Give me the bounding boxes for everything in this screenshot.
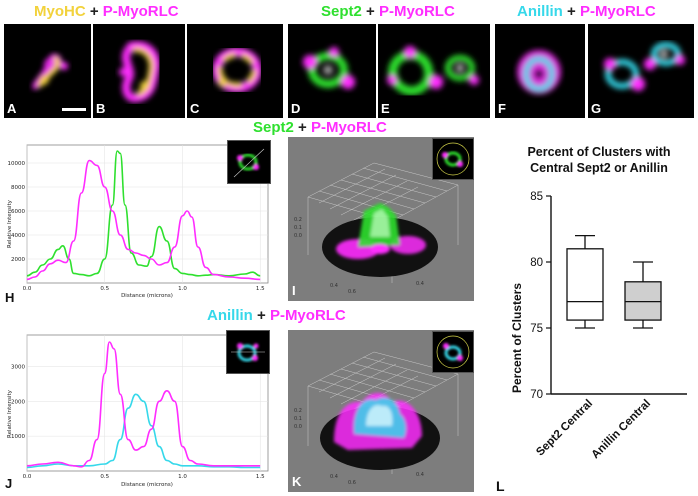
header-pmyorlc-label: P-MyoRLC: [102, 3, 179, 20]
panel-label-l: L: [496, 478, 505, 494]
panel-label-j: J: [5, 476, 13, 491]
micrograph-c: C: [187, 24, 283, 118]
header-pmyorlc-label: P-MyoRLC: [310, 119, 387, 136]
svg-text:0.1: 0.1: [294, 225, 302, 231]
header-sept2-label: Sept2: [253, 119, 294, 136]
header-sept2-pmyorlc: Sept2 + P-MyoRLC: [321, 3, 455, 20]
header-plus: +: [366, 3, 375, 20]
x-tick-label: 0.0: [23, 286, 32, 292]
inset-micrograph-j: [226, 330, 270, 374]
box-sept2: [566, 248, 604, 321]
panel-label-d: D: [291, 101, 301, 116]
svg-text:0.1: 0.1: [294, 416, 302, 422]
y-tick-label: 80: [530, 257, 543, 269]
line-plot-h: Relative Intensity Distance (microns) 20…: [4, 140, 272, 300]
y-axis-label: Relative Intensity: [7, 199, 13, 248]
x-tick-label: 1.0: [178, 474, 187, 480]
svg-text:0.4: 0.4: [416, 281, 424, 287]
svg-text:0.4: 0.4: [330, 474, 338, 480]
y-axis-label: Relative Intensity: [7, 389, 13, 438]
panel-label-c: C: [190, 101, 200, 116]
chart-title-line-1: Percent of Clusters with: [527, 145, 670, 159]
series-line-p-myorlc: [26, 341, 261, 468]
surface-plot-i: 0.0 0.1 0.2 0.4 0.6 0.4 I: [288, 137, 474, 301]
micrograph-b: B: [93, 24, 185, 118]
micrograph-g: G: [588, 24, 694, 118]
header-pmyorlc-label: P-MyoRLC: [579, 3, 656, 20]
y-tick-label: 8000: [11, 185, 25, 191]
x-tick-label: 1.5: [256, 474, 265, 480]
panel-label-a: A: [7, 101, 17, 116]
y-tick-label: 1000: [11, 434, 25, 440]
header-plus: +: [89, 3, 99, 20]
y-tick-label: 85: [530, 191, 543, 203]
inset-micrograph-k: [432, 331, 474, 373]
y-tick-label: 3000: [11, 364, 25, 370]
micrograph-a: A: [4, 24, 91, 118]
header-myohc-pmyorlc: MyoHC + P-MyoRLC: [34, 3, 179, 20]
x-category-label: Anillin Central: [590, 398, 654, 462]
panel-label-g: G: [591, 101, 602, 116]
header-anillin-label: Anillin: [517, 3, 563, 20]
y-tick-label: 70: [530, 389, 543, 401]
header-myohc-label: MyoHC: [34, 3, 86, 20]
micrograph-e: E: [378, 24, 490, 118]
line-plot-j: Relative Intensity Distance (microns) 10…: [4, 330, 272, 490]
header-plus: +: [298, 119, 307, 136]
svg-text:0.2: 0.2: [294, 217, 302, 223]
x-tick-label: 1.0: [178, 286, 187, 292]
y-tick-label: 6000: [11, 209, 25, 215]
svg-text:0.4: 0.4: [416, 472, 424, 478]
panel-label-f: F: [498, 101, 506, 116]
micrograph-d: D: [288, 24, 376, 118]
x-tick-label: 0.5: [100, 474, 109, 480]
y-tick-label: 4000: [11, 233, 25, 239]
series-line-sept2: [26, 150, 261, 277]
box-anillin: [624, 281, 662, 321]
svg-text:0.0: 0.0: [294, 233, 302, 239]
panel-label-i: I: [292, 283, 296, 298]
panel-label-b: B: [96, 101, 106, 116]
svg-text:0.2: 0.2: [294, 408, 302, 414]
box-plot-l: Percent of Clusters with Central Sept2 o…: [487, 140, 695, 486]
header-sept2-plot: Sept2 + P-MyoRLC: [253, 119, 387, 136]
chart-title-line-2: Central Sept2 or Anillin: [530, 161, 668, 175]
y-tick-label: 10000: [8, 161, 26, 167]
x-category-label: Sept2 Central: [534, 398, 595, 459]
surface-plot-k: 0.0 0.1 0.2 0.4 0.6 0.4 K: [288, 330, 474, 492]
header-sept2-label: Sept2: [321, 3, 362, 20]
svg-text:0.6: 0.6: [348, 289, 356, 295]
panel-label-k: K: [292, 474, 302, 489]
header-plus: +: [567, 3, 576, 20]
header-anillin-label: Anillin: [207, 307, 253, 324]
scale-bar: [62, 108, 86, 111]
svg-text:0.0: 0.0: [294, 424, 302, 430]
panel-label-h: H: [5, 290, 15, 305]
x-axis-label: Distance (microns): [121, 293, 173, 299]
y-tick-label: 2000: [11, 257, 25, 263]
header-pmyorlc-label: P-MyoRLC: [269, 307, 346, 324]
header-anillin-pmyorlc: Anillin + P-MyoRLC: [517, 3, 656, 20]
x-tick-label: 1.5: [256, 286, 265, 292]
x-axis-label: Distance (microns): [121, 482, 173, 488]
panel-label-e: E: [381, 101, 390, 116]
header-pmyorlc-label: P-MyoRLC: [378, 3, 455, 20]
inset-micrograph-h: [227, 140, 271, 184]
series-line-p-myorlc: [26, 159, 261, 281]
header-anillin-plot: Anillin + P-MyoRLC: [207, 307, 346, 324]
svg-text:0.4: 0.4: [330, 283, 338, 289]
inset-micrograph-i: [432, 138, 474, 180]
svg-text:0.6: 0.6: [348, 480, 356, 486]
micrograph-f: F: [495, 24, 585, 118]
y-tick-label: 75: [530, 323, 543, 335]
x-tick-label: 0.0: [23, 474, 32, 480]
x-tick-label: 0.5: [100, 286, 109, 292]
header-plus: +: [257, 307, 266, 324]
y-axis-label: Percent of Clusters: [510, 283, 524, 393]
y-tick-label: 2000: [11, 399, 25, 405]
